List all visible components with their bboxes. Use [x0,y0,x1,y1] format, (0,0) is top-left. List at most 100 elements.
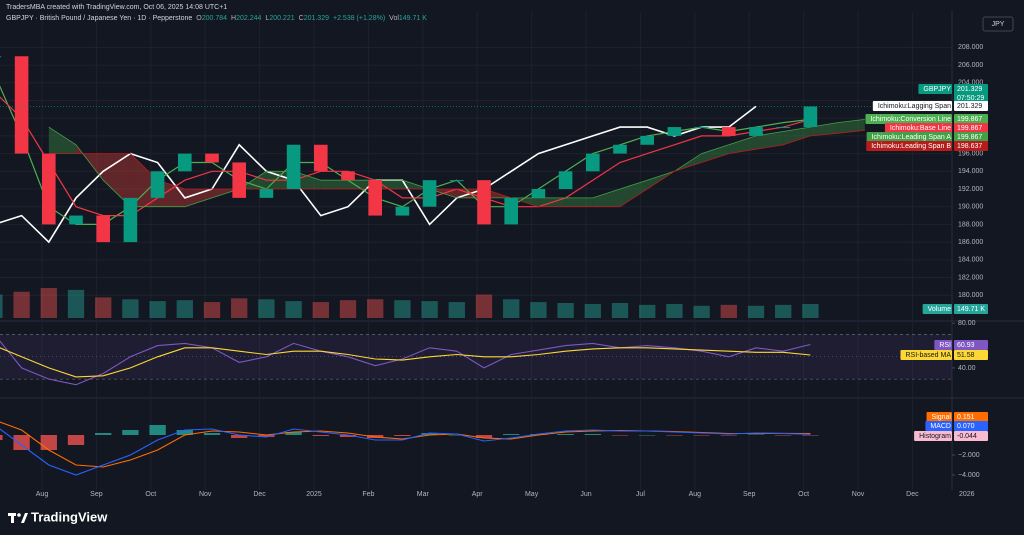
histogram-bar [67,435,85,445]
y-tick-label: 190.000 [958,204,983,211]
axis-tag-name-box [872,101,952,111]
x-tick-label: Apr [472,491,484,498]
ohlc-value: 200.221 [269,15,295,22]
volume-bar [149,301,166,318]
ohlc-label: C [298,15,304,22]
cloud [592,189,620,207]
axis-tag-value-box [954,421,988,431]
cloud [320,180,348,190]
candle [477,180,491,225]
axis-tag-value-box [954,340,988,350]
histogram-bar [747,434,765,435]
axis-tag-name: MACD [930,423,951,430]
volume-bar [258,299,275,318]
axis-tag-name: RSI-based MA [905,352,951,359]
axis-tag-value-box [954,431,988,441]
vol-label: Vol [389,15,399,22]
volume-bar [747,305,765,318]
candle [259,189,274,198]
histogram-bar [693,435,710,436]
x-tick-label: Jun [580,491,591,498]
histogram-bar [720,435,737,436]
currency-box[interactable] [982,16,1014,32]
x-tick-label: Feb [362,491,374,498]
x-tick-label: Mar [417,491,430,498]
y-tick-label: 182.000 [958,274,983,281]
axis-tag-value: 201.329 [957,86,982,93]
volume-bar [231,298,248,318]
candle [314,144,328,172]
histogram-bar [448,435,465,436]
series-line [0,347,811,378]
volume-bar [95,297,112,318]
histogram-bar [203,433,221,435]
candle [504,197,518,225]
candle [69,215,83,225]
axis-tag-name: Ichimoku:Leading Span B [871,143,951,150]
volume-bar [530,302,547,318]
candle [640,135,654,145]
candle [14,56,29,154]
volume-bar [394,300,411,318]
symbol-legend: GBPJPY · British Pound / Japanese Yen · … [6,13,427,24]
axis-tag-value: 149.71 K [957,306,985,313]
histogram-bar [584,434,601,435]
y-tick-label: 40.00 [958,365,976,372]
brand: TradingView [31,509,108,524]
ohlc-label: H [231,15,237,22]
histogram-bar [666,435,683,436]
candle [422,180,437,207]
series-line [0,340,811,386]
cloud [701,144,729,163]
axis-tag-value-box [954,304,988,314]
y-tick-label: 192.000 [958,186,983,193]
axis-tag-name-box [914,431,952,441]
axis-tag-value: 0.070 [957,423,975,430]
volume-bar [775,304,792,318]
cloud [728,135,756,154]
histogram-bar [421,433,438,435]
candle [803,106,818,128]
axis-tag-name-box [884,123,952,133]
axis-tag-value-box [954,350,988,360]
candle [205,153,219,163]
x-tick-label: Oct [145,491,156,498]
ohlc-label: L [265,15,270,22]
axis-tag-name: RSI [939,342,951,349]
histogram-bar [176,430,193,435]
axis-tag-name-box [866,132,952,142]
axis-tag-name-box [925,421,952,431]
volume-bar [503,299,520,318]
volume-bar [67,289,85,318]
footer [0,500,1024,535]
axis-tag-value: 199.867 [957,134,982,141]
candle [178,153,192,172]
candle [531,189,546,198]
x-tick-label: Nov [852,491,865,498]
y-tick-label: 180.000 [958,292,983,299]
currency: JPY [992,21,1005,28]
x-tick-label: 2026 [959,491,975,498]
axis-tag-name-box [926,412,952,422]
axis-tag-name-box [865,114,952,124]
x-tick-label: Oct [798,491,809,498]
y-tick-label: 206.000 [958,62,983,69]
histogram-bar [285,432,302,435]
candle [776,127,790,129]
histogram-bar [149,425,166,435]
volume-bar [203,302,221,318]
x-tick-label: Dec [253,491,266,498]
cloud [837,119,865,134]
axis-tag-value-box [954,114,988,124]
caption: TradersMBA created with TradingView.com,… [6,4,228,11]
axis-tag-value: 0.151 [957,414,975,421]
volume-bar [339,300,357,318]
axis-tag-name-box [866,141,952,151]
histogram-bar [122,430,139,435]
axis-tag-name: Ichimoku:Lagging Span [878,103,951,110]
volume-bar [40,288,57,318]
volume-bar [122,299,139,318]
histogram-bar [775,435,792,436]
